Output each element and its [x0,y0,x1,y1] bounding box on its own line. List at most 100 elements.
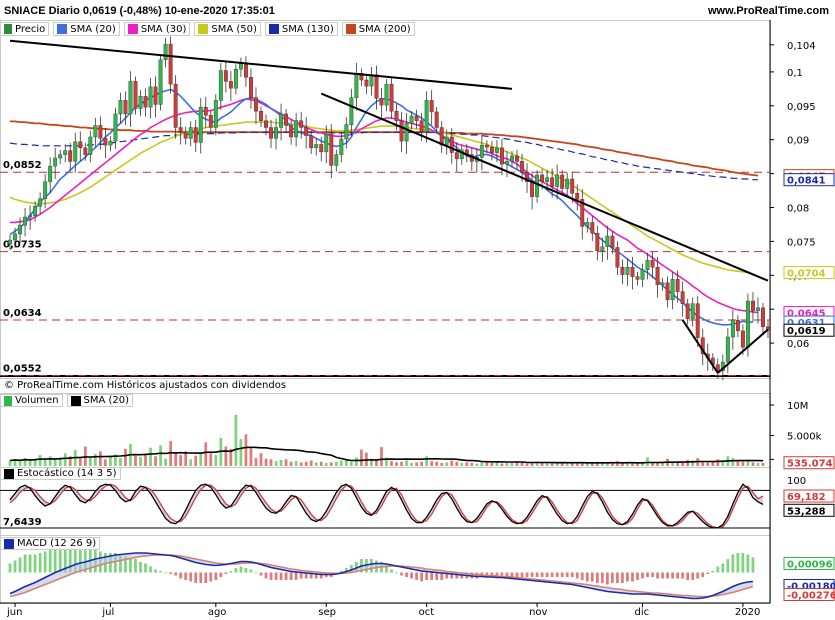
volume-bar [88,457,92,466]
macd-histogram-bar [169,572,173,574]
candle-body [53,157,58,167]
volume-bar [716,459,720,466]
macd-histogram-bar [681,572,685,579]
volume-bar [98,451,102,466]
macd-histogram-bar [274,572,278,580]
candle-body [349,97,354,125]
macd-histogram-bar [661,572,664,579]
macd-histogram-bar [626,572,629,582]
volume-bar [400,461,403,466]
candle-body [178,127,183,132]
volume-bar [410,462,413,466]
candle-body [570,178,575,194]
volume-bar [159,445,162,466]
volume-bar [510,462,514,466]
candle-body [198,106,203,143]
candle-body [223,70,228,82]
candle-body [580,199,585,227]
volume-bar [329,462,333,466]
volume-bar [686,459,690,466]
stoch-fill [10,484,763,528]
price-legend: Precio SMA (20) SMA (30) SMA (50) SMA (1… [0,22,415,36]
candle-body [183,131,188,139]
volume-legend: Volumen SMA (20) [0,394,134,407]
legend-label: SMA (20) [70,23,116,35]
macd-histogram-bar [48,550,52,573]
volume-bar [761,462,765,466]
macd-histogram-bar [741,553,745,573]
candle-body [535,174,540,197]
volume-bar [38,455,42,466]
legend-swatch [4,538,14,549]
legend-item-sma200[interactable]: SMA (200) [341,22,415,36]
volume-bar [495,462,499,466]
stoch-tag: 69,182 [787,492,826,503]
macd-histogram-bar [515,572,519,577]
candle-body [48,165,53,182]
volume-bar [199,452,203,466]
macd-histogram-bar [646,572,649,577]
sma50-line [9,121,749,274]
candle-body [339,138,344,155]
stoch-tick-label: 100 [787,476,806,487]
candle-body [550,177,555,187]
macd-histogram-bar [535,572,539,577]
macd-histogram-bar [686,572,690,580]
macd-histogram-bar [289,572,293,580]
candle-body [700,337,705,355]
macd-histogram-bar [696,572,700,579]
macd-tag-box [783,557,835,570]
volume-bar [344,459,348,466]
legend-item-vol-sma20[interactable]: SMA (20) [66,394,134,407]
macd-tag: 0,00096 [787,560,833,571]
volume-bar [555,462,559,466]
volume-bar [480,462,484,466]
legend-item-sma30[interactable]: SMA (30) [123,22,191,36]
volume-bar [545,462,549,466]
stochastic-legend[interactable]: Estocástico (14 3 5) [0,467,121,480]
volume-bar [249,447,253,466]
candle-body [103,138,108,146]
legend-item-sma20[interactable]: SMA (20) [53,22,120,36]
volume-bar [375,460,378,466]
candle-body [545,177,550,182]
macd-histogram-bar [13,560,17,573]
legend-item-sma50[interactable]: SMA (50) [194,22,261,36]
legend-item-volumen[interactable]: Volumen [0,394,63,407]
candle-body [43,181,48,199]
candle-body [314,144,319,149]
macd-histogram-bar [636,572,639,580]
candle-body [680,291,685,304]
site-link[interactable]: www.ProRealTime.com [707,5,829,17]
legend-item-sma130[interactable]: SMA (130) [264,22,338,36]
volume-bar [144,454,147,466]
candle-body [334,154,339,166]
legend-item-precio[interactable]: Precio [0,22,50,36]
macd-histogram-bar [229,571,233,573]
candle-body [635,276,640,280]
x-tick-label: jul [101,607,114,618]
macd-legend[interactable]: MACD (12 26 9) [0,537,101,550]
volume-bar [48,456,52,466]
candle-body [605,235,610,248]
y-tick-label: 0,06 [787,339,809,350]
volume-bar [18,461,22,466]
macd-histogram-bar [179,572,183,579]
candle-body [404,123,409,142]
volume-bar [43,459,47,466]
level-label: 0,0852 [3,160,42,171]
legend-label: Volumen [15,395,59,406]
volume-bar [149,447,152,466]
candle-body [128,81,133,115]
macd-histogram-bar [309,572,313,579]
price-tag-box [783,323,835,337]
trendline [9,39,513,90]
candle-body [73,141,78,162]
candle-body [494,147,499,153]
candle-body [98,125,103,139]
candle-body [213,100,218,128]
volume-bar [756,462,760,466]
volume-bar [194,455,198,466]
candle-body [500,147,504,165]
